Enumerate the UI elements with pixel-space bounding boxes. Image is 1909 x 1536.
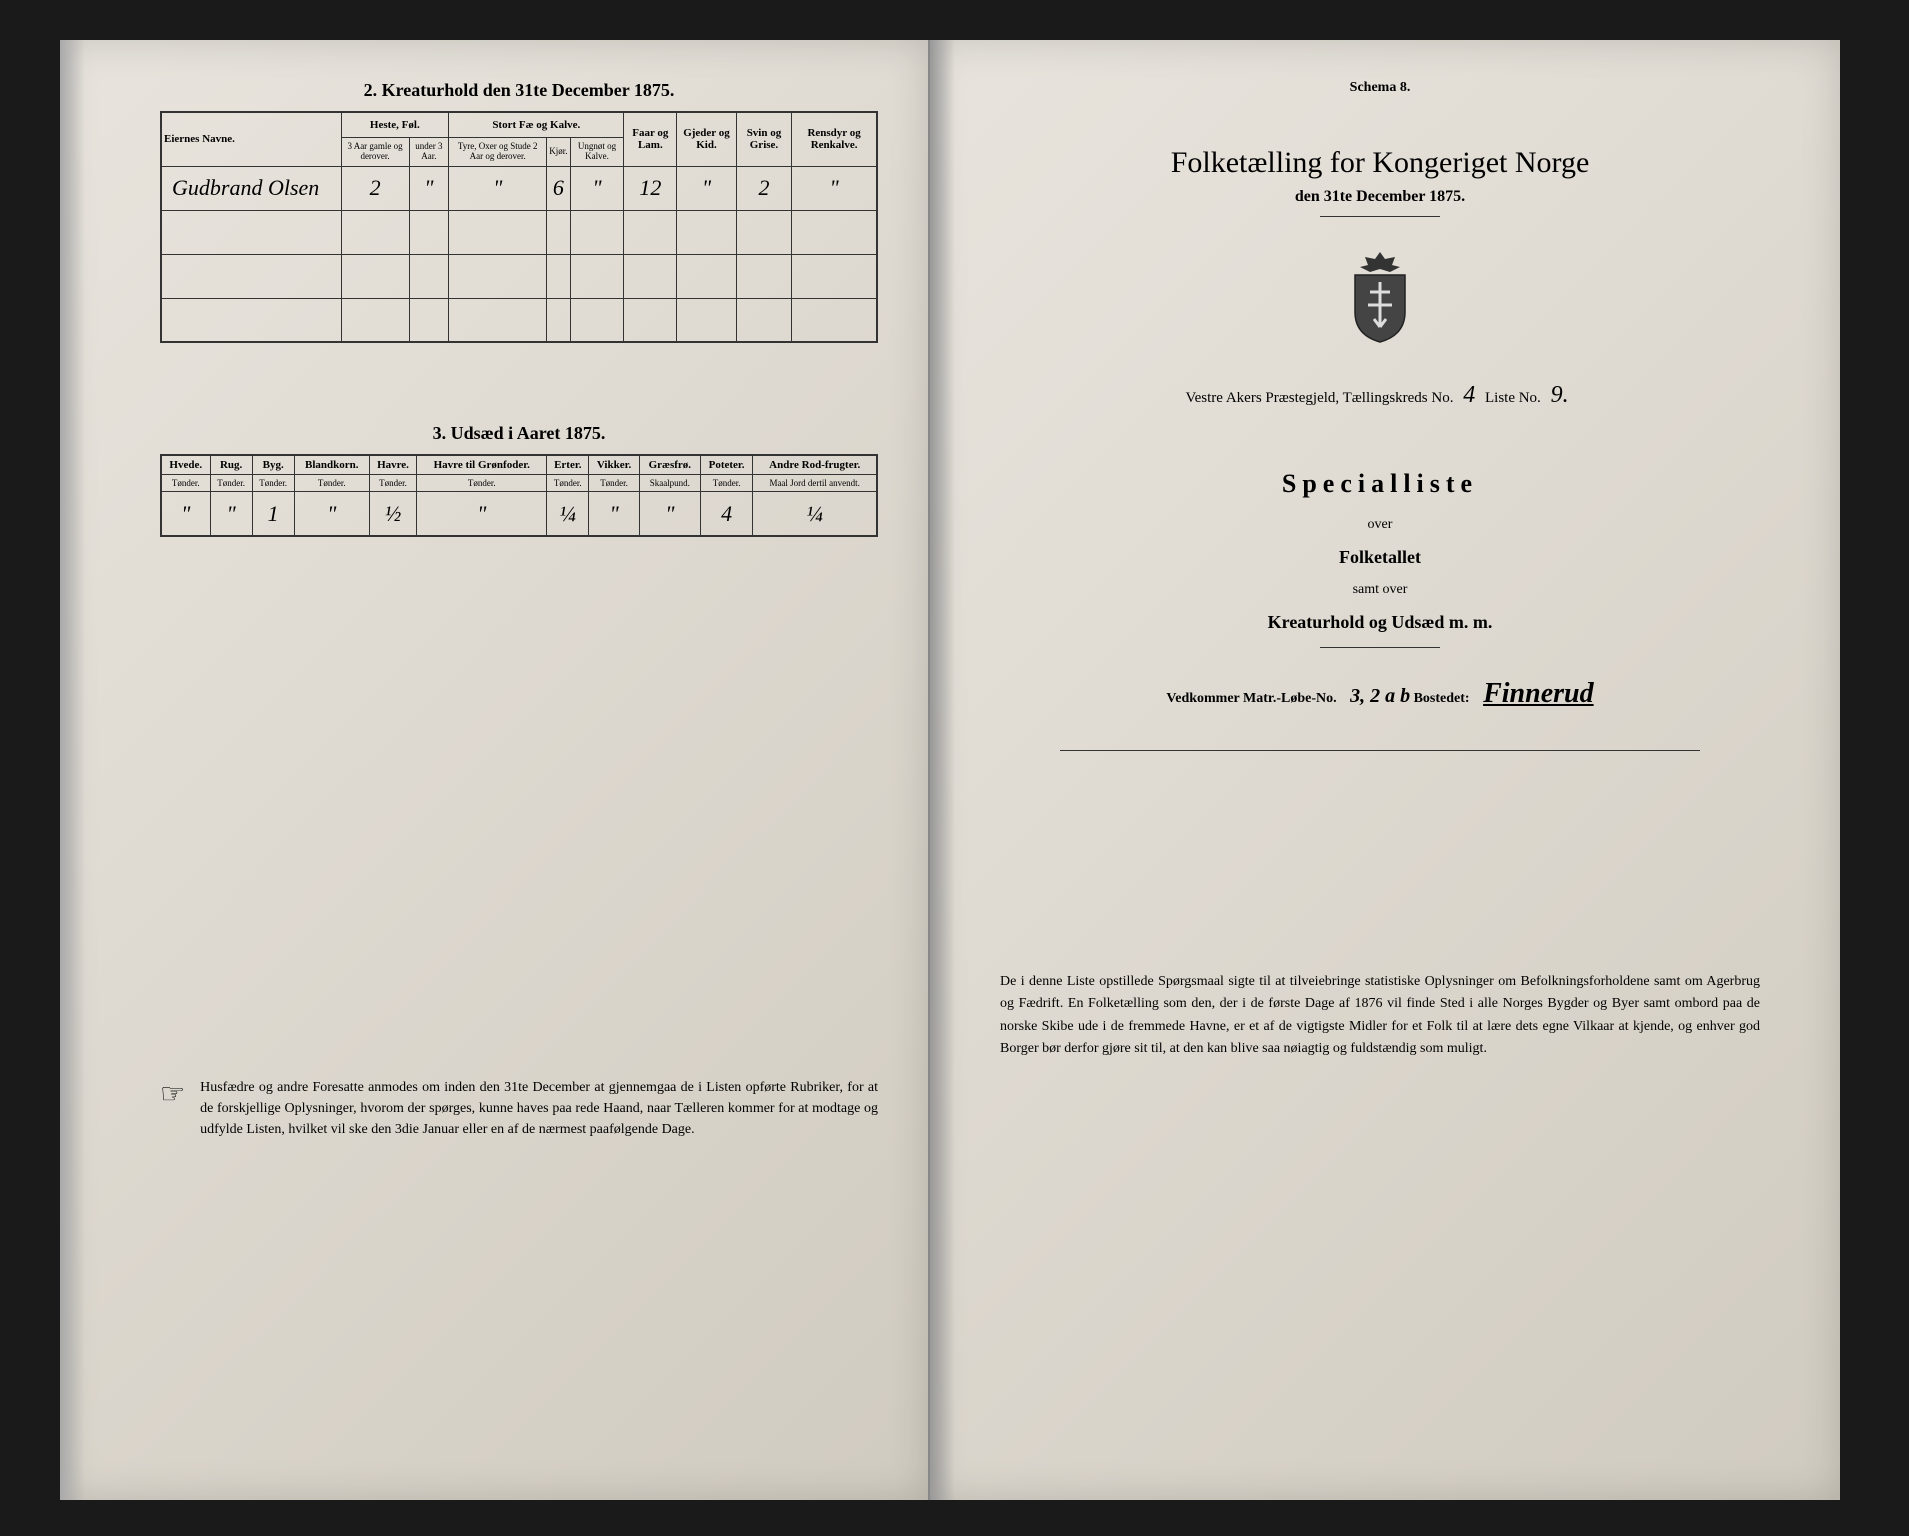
owner-header: Eiernes Navne. xyxy=(161,112,341,166)
sh: Tønder. xyxy=(547,475,589,492)
vedkommer-label: Vedkommer Matr.-Løbe-No. xyxy=(1166,691,1336,706)
seed-table: Hvede. Rug. Byg. Blandkorn. Havre. Havre… xyxy=(160,454,878,537)
right-footnote-text: De i denne Liste opstillede Spørgsmaal s… xyxy=(980,971,1780,1061)
c: ¼ xyxy=(753,492,877,536)
sh: Tønder. xyxy=(369,475,416,492)
right-page: Schema 8. Folketælling for Kongeriget No… xyxy=(930,40,1840,1500)
c: " xyxy=(294,492,369,536)
c: " xyxy=(589,492,640,536)
h: Poteter. xyxy=(700,455,753,475)
h: Vikker. xyxy=(589,455,640,475)
sub-h3: Tyre, Oxer og Stude 2 Aar og derover. xyxy=(449,138,547,167)
h: Havre. xyxy=(369,455,416,475)
c: 4 xyxy=(700,492,753,536)
h: Græsfrø. xyxy=(639,455,700,475)
divider xyxy=(1320,216,1440,217)
sh: Tønder. xyxy=(210,475,252,492)
cell: " xyxy=(677,166,737,210)
section3-title: 3. Udsæd i Aaret 1875. xyxy=(160,423,878,444)
c: ½ xyxy=(369,492,416,536)
c: ¼ xyxy=(547,492,589,536)
sub-h2: under 3 Aar. xyxy=(409,138,449,167)
divider xyxy=(1320,647,1440,648)
sh: Tønder. xyxy=(161,475,210,492)
owner-name: Gudbrand Olsen xyxy=(161,166,341,210)
main-title: Folketælling for Kongeriget Norge xyxy=(980,146,1780,180)
kreatur-label: Kreaturhold og Udsæd m. m. xyxy=(980,612,1780,633)
h: Havre til Grønfoder. xyxy=(417,455,547,475)
book-spread: 2. Kreaturhold den 31te December 1875. E… xyxy=(60,40,1840,1500)
cell: 2 xyxy=(736,166,791,210)
col-goats: Gjeder og Kid. xyxy=(677,112,737,166)
cell: " xyxy=(409,166,449,210)
c: 1 xyxy=(252,492,294,536)
h: Erter. xyxy=(547,455,589,475)
specialliste-title: Specialliste xyxy=(980,469,1780,499)
folketallet-label: Folketallet xyxy=(980,547,1780,568)
col-sheep: Faar og Lam. xyxy=(624,112,677,166)
left-page: 2. Kreaturhold den 31te December 1875. E… xyxy=(60,40,930,1500)
h: Rug. xyxy=(210,455,252,475)
sh: Tønder. xyxy=(700,475,753,492)
c: " xyxy=(639,492,700,536)
livestock-table: Eiernes Navne. Heste, Føl. Stort Fæ og K… xyxy=(160,111,878,343)
cell: " xyxy=(449,166,547,210)
bosted-name: Finnerud xyxy=(1483,678,1594,709)
matr-no: 3, 2 a b xyxy=(1350,685,1410,707)
sh: Tønder. xyxy=(417,475,547,492)
kreds-no: 4 xyxy=(1457,382,1481,408)
col-group-cattle: Stort Fæ og Kalve. xyxy=(449,112,624,138)
c: " xyxy=(161,492,210,536)
cell: 12 xyxy=(624,166,677,210)
wide-divider xyxy=(1060,750,1700,751)
over-label: over xyxy=(980,517,1780,533)
col-pigs: Svin og Grise. xyxy=(736,112,791,166)
coat-of-arms-icon xyxy=(980,247,1780,352)
c: " xyxy=(417,492,547,536)
sh: Maal Jord dertil anvendt. xyxy=(753,475,877,492)
pointing-hand-icon: ☞ xyxy=(160,1077,185,1111)
h: Byg. xyxy=(252,455,294,475)
date-line: den 31te December 1875. xyxy=(980,188,1780,206)
h: Andre Rod-frugter. xyxy=(753,455,877,475)
col-reindeer: Rensdyr og Renkalve. xyxy=(792,112,877,166)
cell: " xyxy=(570,166,624,210)
district-line: Vestre Akers Præstegjeld, Tællingskreds … xyxy=(980,382,1780,409)
h: Hvede. xyxy=(161,455,210,475)
sub-h5: Ungnøt og Kalve. xyxy=(570,138,624,167)
samt-over-label: samt over xyxy=(980,582,1780,598)
cell: " xyxy=(792,166,877,210)
sh: Tønder. xyxy=(294,475,369,492)
sh: Tønder. xyxy=(589,475,640,492)
schema-label: Schema 8. xyxy=(980,80,1780,96)
c: " xyxy=(210,492,252,536)
left-footnote-block: ☞ Husfædre og andre Foresatte anmodes om… xyxy=(160,1077,878,1140)
district-prefix: Vestre Akers Præstegjeld, Tællingskreds … xyxy=(1185,390,1453,406)
cell: 6 xyxy=(547,166,570,210)
left-footnote-text: Husfædre og andre Foresatte anmodes om i… xyxy=(200,1077,878,1140)
h: Blandkorn. xyxy=(294,455,369,475)
sub-h1: 3 Aar gamle og derover. xyxy=(341,138,409,167)
sh: Skaalpund. xyxy=(639,475,700,492)
bosted-label: Bostedet: xyxy=(1414,691,1470,706)
liste-label: Liste No. xyxy=(1485,390,1541,406)
liste-no: 9. xyxy=(1545,382,1575,408)
sub-h4: Kjør. xyxy=(547,138,570,167)
section2-title: 2. Kreaturhold den 31te December 1875. xyxy=(160,80,878,101)
sh: Tønder. xyxy=(252,475,294,492)
vedkommer-line: Vedkommer Matr.-Løbe-No. 3, 2 a b Bosted… xyxy=(980,678,1780,710)
col-group-horses: Heste, Føl. xyxy=(341,112,449,138)
cell: 2 xyxy=(341,166,409,210)
